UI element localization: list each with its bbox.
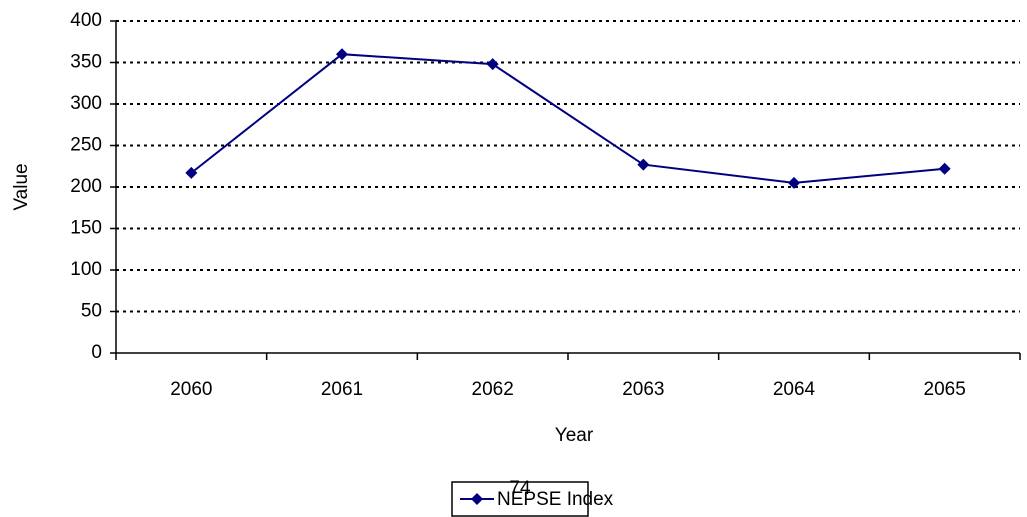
y-tick-label: 200 [70,176,102,197]
x-tick-label: 2063 [622,379,664,400]
y-tick-label: 300 [70,93,102,114]
data-point [637,158,650,171]
data-point [938,162,951,175]
x-tick-label: 2065 [924,379,966,400]
y-tick-label: 0 [91,342,102,363]
series-line [190,53,945,184]
y-tick-label: 250 [70,135,102,156]
x-tick-label: 2064 [773,379,816,400]
y-tick-label: 100 [70,259,102,280]
y-axis-label: Value [11,163,32,210]
x-axis-label: Year [555,425,594,446]
page-number: 74 [509,478,531,499]
data-point [788,176,800,189]
x-tick-label: 2060 [170,379,212,400]
data-point [486,58,499,71]
x-tick-label: 2061 [321,379,363,400]
y-tick-label: 50 [81,301,102,322]
data-point [185,166,198,179]
y-tick-label: 150 [70,218,102,239]
data-point [336,48,348,61]
y-tick-label: 350 [70,52,102,73]
legend-label: NEPSE Index [497,489,614,510]
y-tick-label: 400 [70,10,102,31]
x-tick-label: 2062 [472,379,514,400]
legend-marker [471,493,483,505]
